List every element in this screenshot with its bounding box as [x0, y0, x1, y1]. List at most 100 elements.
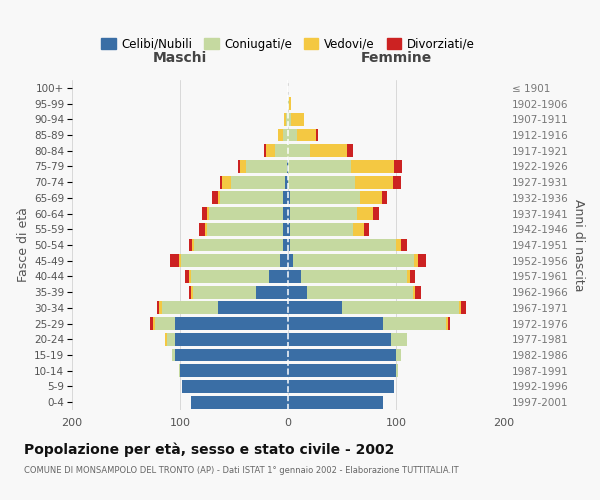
Bar [167, 333, 175, 345]
Bar [153, 317, 155, 330]
Bar [220, 192, 283, 204]
Bar [458, 302, 461, 314]
Bar [288, 207, 290, 220]
Bar [266, 144, 275, 157]
Bar [396, 348, 401, 362]
Y-axis label: Anni di nascita: Anni di nascita [572, 198, 585, 291]
Bar [448, 317, 450, 330]
Bar [160, 302, 161, 314]
Bar [290, 223, 353, 235]
Bar [188, 270, 191, 283]
Bar [207, 223, 283, 235]
Bar [199, 223, 205, 235]
Bar [407, 270, 410, 283]
Bar [284, 113, 286, 126]
Bar [212, 192, 218, 204]
Bar [202, 207, 207, 220]
Bar [238, 160, 241, 173]
Text: Popolazione per età, sesso e stato civile - 2002: Popolazione per età, sesso e stato civil… [24, 442, 394, 457]
Bar [256, 286, 288, 298]
Text: Femmine: Femmine [361, 51, 431, 65]
Bar [286, 113, 288, 126]
Bar [280, 254, 288, 267]
Bar [188, 286, 191, 298]
Bar [218, 302, 288, 314]
Bar [175, 348, 288, 362]
Bar [401, 238, 407, 252]
Bar [461, 302, 466, 314]
Y-axis label: Fasce di età: Fasce di età [17, 208, 30, 282]
Bar [283, 238, 288, 252]
Bar [191, 286, 193, 298]
Bar [361, 192, 382, 204]
Bar [283, 207, 288, 220]
Bar [278, 128, 283, 141]
Bar [288, 176, 355, 188]
Bar [231, 176, 285, 188]
Bar [194, 238, 283, 252]
Bar [179, 364, 180, 377]
Bar [418, 254, 426, 267]
Bar [288, 128, 296, 141]
Bar [191, 396, 288, 408]
Bar [288, 380, 394, 393]
Bar [288, 302, 342, 314]
Bar [415, 254, 418, 267]
Bar [285, 176, 288, 188]
Text: Maschi: Maschi [153, 51, 207, 65]
Bar [394, 160, 403, 173]
Bar [288, 144, 310, 157]
Bar [307, 286, 413, 298]
Bar [293, 254, 415, 267]
Text: COMUNE DI MONSAMPOLO DEL TRONTO (AP) - Dati ISTAT 1° gennaio 2002 - Elaborazione: COMUNE DI MONSAMPOLO DEL TRONTO (AP) - D… [24, 466, 458, 475]
Bar [205, 223, 207, 235]
Bar [283, 192, 288, 204]
Bar [288, 348, 396, 362]
Bar [179, 254, 181, 267]
Bar [310, 144, 347, 157]
Bar [157, 302, 160, 314]
Bar [181, 254, 280, 267]
Bar [191, 270, 269, 283]
Bar [182, 380, 288, 393]
Bar [288, 270, 301, 283]
Bar [288, 238, 290, 252]
Bar [396, 364, 398, 377]
Bar [383, 317, 446, 330]
Bar [290, 207, 357, 220]
Bar [364, 223, 369, 235]
Bar [391, 333, 407, 345]
Bar [288, 254, 293, 267]
Bar [413, 286, 415, 298]
Bar [296, 128, 316, 141]
Bar [396, 238, 401, 252]
Bar [172, 348, 175, 362]
Bar [241, 160, 246, 173]
Legend: Celibi/Nubili, Coniugati/e, Vedovi/e, Divorziati/e: Celibi/Nubili, Coniugati/e, Vedovi/e, Di… [97, 33, 479, 56]
Bar [288, 97, 289, 110]
Bar [150, 317, 153, 330]
Bar [288, 160, 350, 173]
Bar [207, 207, 209, 220]
Bar [269, 270, 288, 283]
Bar [301, 270, 407, 283]
Bar [289, 97, 291, 110]
Bar [193, 286, 256, 298]
Bar [246, 160, 287, 173]
Bar [175, 333, 288, 345]
Bar [185, 270, 188, 283]
Bar [175, 317, 288, 330]
Bar [288, 113, 291, 126]
Bar [165, 333, 167, 345]
Bar [291, 113, 304, 126]
Bar [170, 254, 179, 267]
Bar [288, 223, 290, 235]
Bar [180, 364, 288, 377]
Bar [283, 223, 288, 235]
Bar [357, 207, 373, 220]
Bar [347, 144, 353, 157]
Bar [316, 128, 318, 141]
Bar [288, 333, 391, 345]
Bar [220, 176, 222, 188]
Bar [288, 192, 290, 204]
